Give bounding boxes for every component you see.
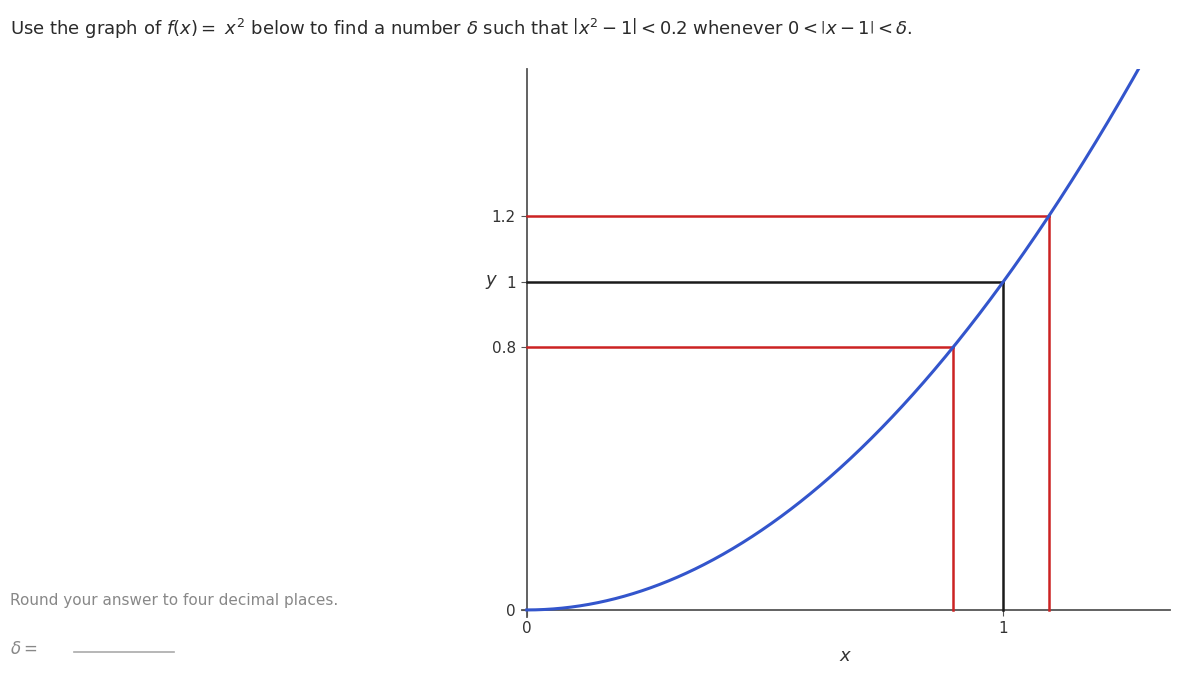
Text: Use the graph of $f(x) = $ $x^2$ below to find a number $\delta$ such that $\lef: Use the graph of $f(x) = $ $x^2$ below t… bbox=[10, 17, 912, 41]
Text: $y$: $y$ bbox=[485, 273, 498, 291]
X-axis label: $x$: $x$ bbox=[839, 647, 853, 665]
Text: Round your answer to four decimal places.: Round your answer to four decimal places… bbox=[10, 593, 338, 608]
Text: $\delta = $: $\delta = $ bbox=[10, 640, 37, 658]
